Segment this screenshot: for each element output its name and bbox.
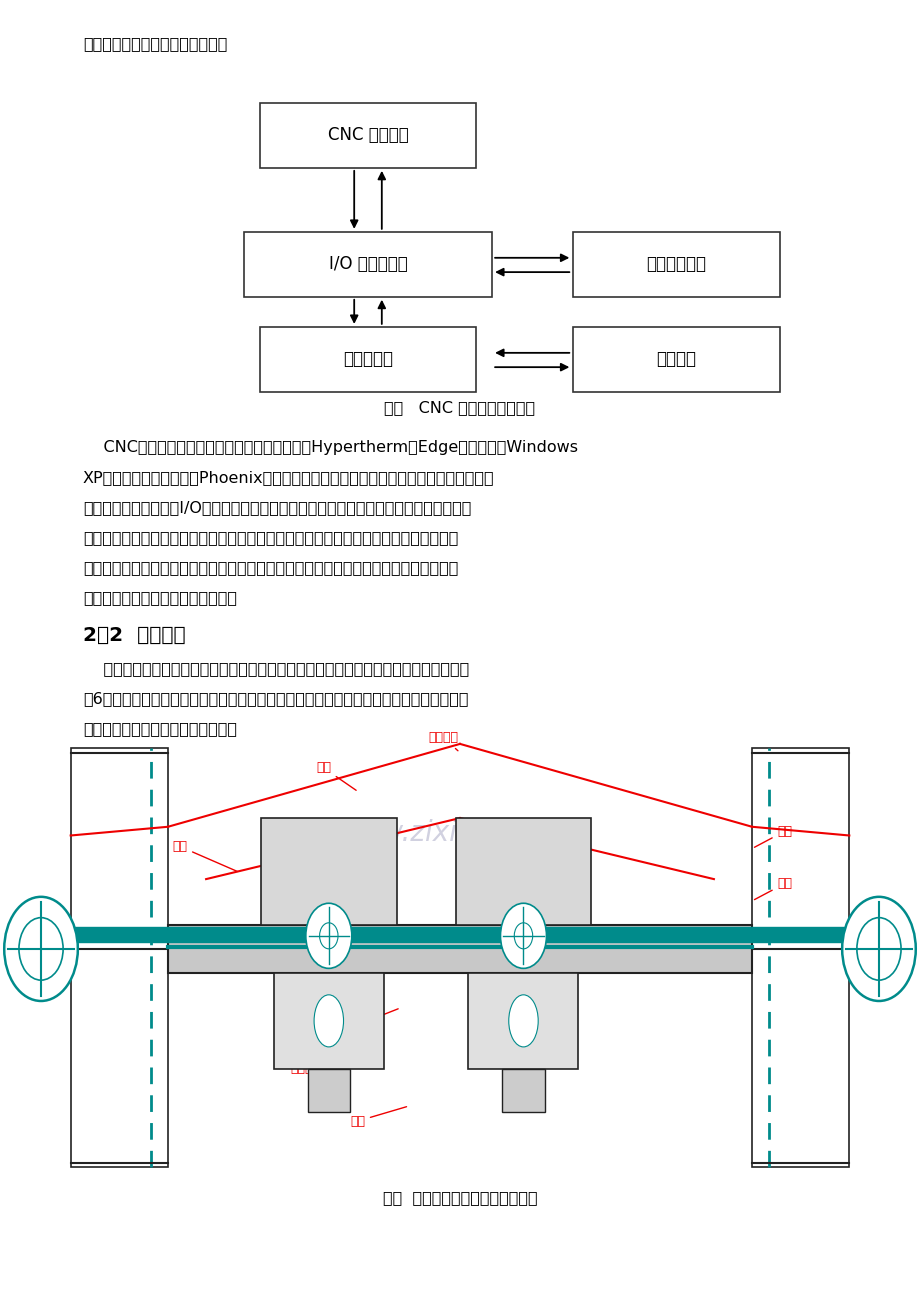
Text: XP软件系统平台上安装了Phoenix图形切割软件，具有人机界面直观，操作简单灵活等特: XP软件系统平台上安装了Phoenix图形切割软件，具有人机界面直观，操作简单灵… xyxy=(83,470,494,486)
Circle shape xyxy=(305,904,351,969)
Bar xyxy=(468,973,578,1069)
Text: 齿轮: 齿轮 xyxy=(282,888,338,913)
Ellipse shape xyxy=(508,995,538,1047)
Bar xyxy=(751,749,848,1167)
Bar xyxy=(168,924,751,973)
Text: 点。数控主机指令通过I/O接口控制电路传送到伺服驱动器以控制伺服电机实现位置控制，: 点。数控主机指令通过I/O接口控制电路传送到伺服驱动器以控制伺服电机实现位置控制… xyxy=(83,500,471,516)
Text: 横梁: 横梁 xyxy=(172,840,237,871)
Bar xyxy=(274,973,383,1069)
Circle shape xyxy=(856,918,900,980)
Bar xyxy=(260,327,476,392)
Text: 割炬高度控制: 割炬高度控制 xyxy=(645,255,706,273)
Text: 向及传动机构等部分组成（图３）。: 向及传动机构等部分组成（图３）。 xyxy=(83,721,236,737)
Ellipse shape xyxy=(313,995,343,1047)
Circle shape xyxy=(5,897,78,1001)
Circle shape xyxy=(319,923,337,949)
Text: 图３  数控等离子切割机结构示意图: 图３ 数控等离子切割机结构示意图 xyxy=(382,1190,537,1206)
Text: 图２   CNC 数控系统组成框图: 图２ CNC 数控系统组成框图 xyxy=(384,400,535,415)
Text: 齿轮: 齿轮 xyxy=(754,878,791,900)
Circle shape xyxy=(841,897,914,1001)
Text: I/O 控制电路板: I/O 控制电路板 xyxy=(328,255,407,273)
Bar xyxy=(572,327,779,392)
Text: 完成图形切割加工。割炬高度控制主要有两个作用，一个是在等离子起弧时实现初始定位: 完成图形切割加工。割炬高度控制主要有两个作用，一个是在等离子起弧时实现初始定位 xyxy=(83,530,458,546)
Text: 割炬升降机构: 割炬升降机构 xyxy=(290,1052,372,1075)
Text: 割炬小车: 割炬小车 xyxy=(316,853,372,878)
Circle shape xyxy=(514,923,532,949)
Bar xyxy=(260,103,476,168)
Text: 割炬: 割炬 xyxy=(349,1107,406,1128)
Circle shape xyxy=(500,904,546,969)
Bar xyxy=(71,749,168,1167)
Text: 齿条: 齿条 xyxy=(299,910,356,932)
Text: 齿条: 齿条 xyxy=(754,824,791,848)
Text: www.zixin.com.cn: www.zixin.com.cn xyxy=(335,819,584,848)
Text: 机械本体是数控等离子切割机的机械结构件，机械本体通常采用龙门式结构，轨距通常: 机械本体是数控等离子切割机的机械结构件，机械本体通常采用龙门式结构，轨距通常 xyxy=(83,661,469,677)
Bar xyxy=(502,1069,544,1112)
Bar xyxy=(261,818,396,924)
Text: 电容调高，这里采用的是弧压调高。: 电容调高，这里采用的是弧压调高。 xyxy=(83,590,236,605)
Text: 伺服驱动器: 伺服驱动器 xyxy=(343,350,392,368)
Text: 2．2  机械本体: 2．2 机械本体 xyxy=(83,626,186,646)
Text: 横向导轨: 横向导轨 xyxy=(341,1009,398,1031)
Text: 端梁: 端梁 xyxy=(316,762,356,790)
Bar xyxy=(244,232,492,297)
Circle shape xyxy=(19,918,63,980)
Bar xyxy=(572,232,779,297)
Text: CNC数控主机是数控系统的核心，它采用的是Hypertherm的Edge系统，它在Windows: CNC数控主机是数控系统的核心，它采用的是Hypertherm的Edge系统，它… xyxy=(83,440,577,456)
Text: 功能，另一个是在切割加工过程中实现割炬高度自动控制，常用的调高方式有弧压调高和: 功能，另一个是在切割加工过程中实现割炬高度自动控制，常用的调高方式有弧压调高和 xyxy=(83,560,458,575)
Text: 纵向导轨: 纵向导轨 xyxy=(427,730,458,751)
Text: 伺服电机: 伺服电机 xyxy=(655,350,696,368)
Text: 为6米。纵向大车采用双边驱动。它主要由两侧端梁、横梁、割炬小车、割炬升降机构、导: 为6米。纵向大车采用双边驱动。它主要由两侧端梁、横梁、割炬小车、割炬升降机构、导 xyxy=(83,691,468,707)
Bar xyxy=(455,818,591,924)
Text: CNC 数控主机: CNC 数控主机 xyxy=(327,126,408,145)
Bar xyxy=(307,1069,349,1112)
Text: 炙高度控制等部分组成（图２）。: 炙高度控制等部分组成（图２）。 xyxy=(83,36,227,52)
